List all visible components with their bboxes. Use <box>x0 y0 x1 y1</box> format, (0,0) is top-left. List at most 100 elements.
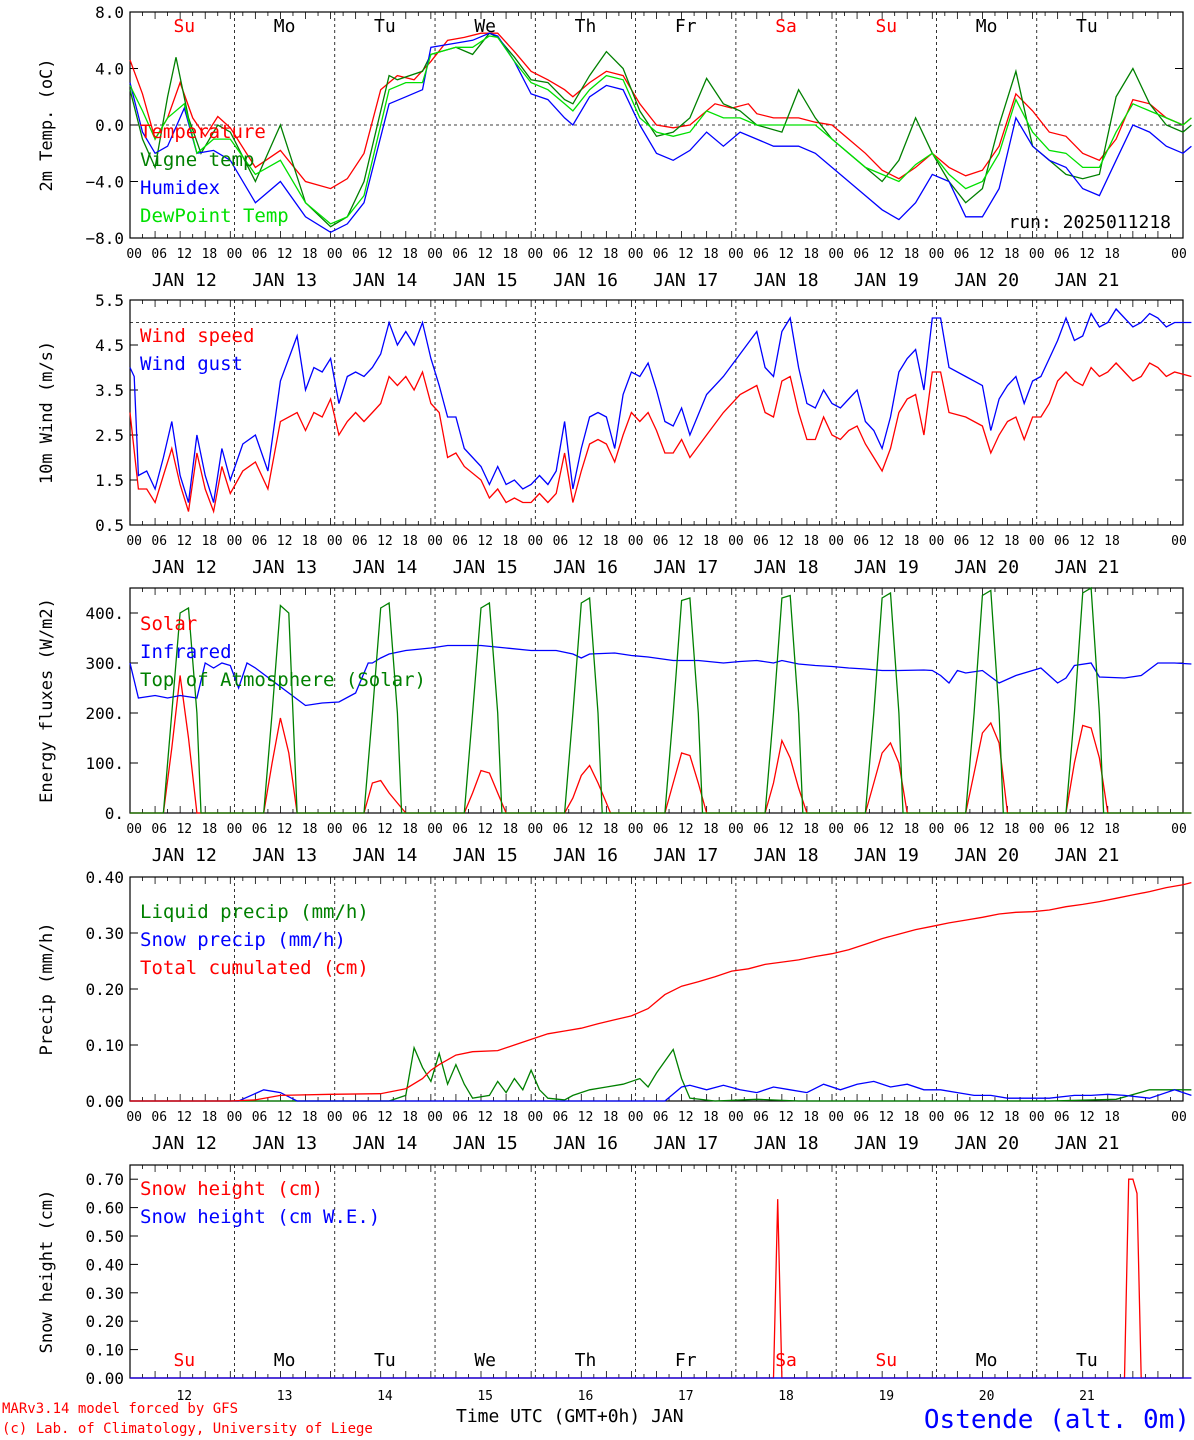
hour-tick-label: 18 <box>1104 822 1120 837</box>
hour-tick-label: 12 <box>878 247 894 262</box>
weekday-label: Tu <box>374 1350 396 1371</box>
y-axis-label: 10m Wind (m/s) <box>37 341 57 484</box>
day-number-label: 17 <box>678 1389 694 1404</box>
hour-tick-label: 18 <box>502 247 518 262</box>
series-line <box>130 1045 1192 1102</box>
weekday-label: Mo <box>274 16 296 37</box>
y-tick-label: 0.00 <box>85 1369 124 1388</box>
hour-tick-label: 18 <box>302 822 318 837</box>
hour-tick-label: 18 <box>603 1110 619 1125</box>
y-tick-label: 0.50 <box>85 1227 124 1246</box>
y-tick-label: 300. <box>85 654 124 673</box>
hour-tick-label: 06 <box>1054 1110 1070 1125</box>
hour-tick-label: 06 <box>653 247 669 262</box>
hour-tick-label: 18 <box>402 1110 418 1125</box>
weekday-label: Su <box>173 16 195 37</box>
hour-tick-label: 12 <box>477 247 493 262</box>
legend-entry: Wind gust <box>140 353 243 375</box>
hour-tick-label: 00 <box>327 534 343 549</box>
hour-tick-label: 00 <box>527 1110 543 1125</box>
hour-tick-label: 00 <box>628 1110 644 1125</box>
hour-tick-label: 12 <box>979 1110 995 1125</box>
day-number-label: 19 <box>878 1389 894 1404</box>
hour-tick-label: 12 <box>1079 1110 1095 1125</box>
hour-tick-label: 12 <box>878 822 894 837</box>
hour-tick-label: 12 <box>778 247 794 262</box>
legend-entry: Wind speed <box>140 325 254 347</box>
date-label: JAN 14 <box>352 1133 417 1154</box>
hour-tick-label: 00 <box>527 822 543 837</box>
y-tick-label: −8.0 <box>85 229 124 248</box>
series-line <box>130 881 1192 1102</box>
series-line <box>129 32 1192 234</box>
hour-tick-label: 06 <box>352 822 368 837</box>
hour-tick-label: 18 <box>603 247 619 262</box>
hour-tick-label: 00 <box>327 247 343 262</box>
hour-tick-label: 00 <box>427 1110 443 1125</box>
hour-tick-label: 12 <box>979 247 995 262</box>
hour-tick-label: 06 <box>553 822 569 837</box>
weekday-label: Fr <box>675 1350 697 1371</box>
hour-tick-label: 06 <box>252 247 268 262</box>
hour-tick-label: 06 <box>553 534 569 549</box>
hour-tick-label: 18 <box>703 1110 719 1125</box>
hour-tick-label: 18 <box>302 1110 318 1125</box>
date-label: JAN 20 <box>954 557 1019 578</box>
y-tick-label: 0.30 <box>85 1284 124 1303</box>
hour-tick-label: 00 <box>1029 534 1045 549</box>
y-tick-label: 0.60 <box>85 1199 124 1218</box>
hour-tick-label: 12 <box>477 822 493 837</box>
date-label: JAN 20 <box>954 845 1019 866</box>
hour-tick-label: 00 <box>126 1110 142 1125</box>
hour-tick-label: 00 <box>1029 1110 1045 1125</box>
hour-tick-label: 06 <box>653 822 669 837</box>
hour-tick-label: 06 <box>753 534 769 549</box>
hour-tick-label: 12 <box>277 534 293 549</box>
hour-tick-label: 12 <box>176 247 192 262</box>
hour-tick-label: 06 <box>352 1110 368 1125</box>
hour-tick-label: 00 <box>728 1110 744 1125</box>
hour-tick-label: 18 <box>703 247 719 262</box>
hour-tick-label: 18 <box>904 822 920 837</box>
panel-2: 5.5 4.5 3.5 2.5 1.5 0.5 10m Wind (m/s) 00 06 12 18… <box>37 291 1192 578</box>
series-line <box>130 1178 1192 1379</box>
hour-tick-label: 18 <box>904 247 920 262</box>
date-label: JAN 14 <box>352 845 417 866</box>
hour-tick-label: 00 <box>126 247 142 262</box>
hour-tick-label: 00 <box>527 534 543 549</box>
day-number-label: 15 <box>477 1389 493 1404</box>
date-label: JAN 19 <box>854 1133 919 1154</box>
series-line <box>129 32 1192 190</box>
hour-tick-label: 06 <box>1054 534 1070 549</box>
hour-tick-label: 18 <box>402 247 418 262</box>
weekday-label: Su <box>875 1350 897 1371</box>
y-tick-label: −4.0 <box>85 173 124 192</box>
y-axis-label: 2m Temp. (oC) <box>37 58 57 191</box>
date-label: JAN 12 <box>152 1133 217 1154</box>
panels: 8.0 4.0 0.0 −4.0 −8.0 2m Temp. (oC) 00 06 12 18 JA… <box>37 3 1192 1404</box>
hour-tick-label: 12 <box>578 822 594 837</box>
y-tick-label: 400. <box>85 604 124 623</box>
hour-tick-label: 00 <box>929 247 945 262</box>
date-label: JAN 17 <box>653 270 718 291</box>
weekday-label: Mo <box>976 16 998 37</box>
series-line <box>129 35 1192 225</box>
y-tick-label: 3.5 <box>95 381 124 400</box>
hour-tick-label: 06 <box>352 534 368 549</box>
hour-tick-label: 00 <box>327 1110 343 1125</box>
hour-tick-label: 18 <box>1004 1110 1020 1125</box>
y-axis-label: Snow height (cm) <box>37 1190 57 1354</box>
y-tick-label: 8.0 <box>95 3 124 22</box>
series-line <box>129 644 1192 707</box>
date-label: JAN 21 <box>1054 845 1119 866</box>
date-label: JAN 12 <box>152 270 217 291</box>
hour-tick-label: 06 <box>853 1110 869 1125</box>
date-label: JAN 19 <box>854 270 919 291</box>
hour-tick-label: 12 <box>1079 534 1095 549</box>
hour-tick-label: 18 <box>1004 822 1020 837</box>
hour-tick-label: 00 <box>628 534 644 549</box>
legend-entry: DewPoint Temp <box>140 205 289 227</box>
date-label: JAN 13 <box>252 270 317 291</box>
hour-tick-label: 12 <box>277 1110 293 1125</box>
run-label: run: 2025011218 <box>1008 212 1171 233</box>
